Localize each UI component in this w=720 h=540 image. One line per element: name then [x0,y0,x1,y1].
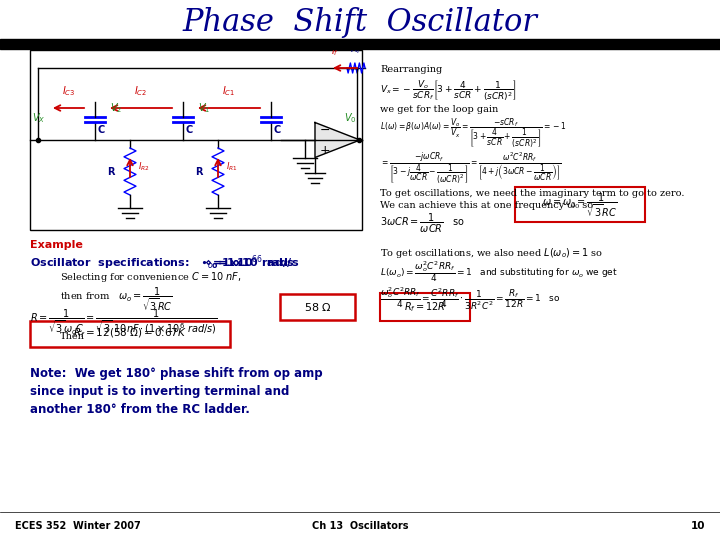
Text: C: C [185,125,192,135]
Text: $L(\omega_o) = \dfrac{\omega_o^2 C^2 R R_f}{4} = 1$   and substituting for $\ome: $L(\omega_o) = \dfrac{\omega_o^2 C^2 R R… [380,259,618,284]
Bar [380,293,470,321]
Text: $I_{C1}$: $I_{C1}$ [222,84,235,98]
Text: $R_f$: $R_f$ [350,42,362,56]
Text: $V_X$: $V_X$ [32,111,45,125]
Text: To get oscillations, we also need $L(\omega_o)=1$ so: To get oscillations, we also need $L(\om… [380,246,603,260]
Text: +: + [320,144,330,157]
Bar [280,294,355,320]
Text: $V_0$: $V_0$ [344,111,357,125]
Bar [0,39,720,49]
Bar [515,187,645,222]
Text: Phase  Shift  Oscillator: Phase Shift Oscillator [182,7,538,38]
Text: $R_f = 12R$: $R_f = 12R$ [404,300,446,314]
Text: ECES 352  Winter 2007: ECES 352 Winter 2007 [15,521,140,531]
Text: $I_{R2}$: $I_{R2}$ [138,161,150,173]
Text: $\dfrac{\omega_o^2 C^2 R R_f}{4} = \dfrac{C^2 R R_f}{4}\cdot\dfrac{1}{3R^2C^2} =: $\dfrac{\omega_o^2 C^2 R R_f}{4} = \dfra… [380,286,560,312]
Text: R: R [196,167,203,177]
Text: $V_x = -\dfrac{V_o}{sCR_f}\left[3+\dfrac{4}{sCR}+\dfrac{1}{(sCR)^2}\right]$: $V_x = -\dfrac{V_o}{sCR_f}\left[3+\dfrac… [380,78,517,103]
Bar [30,321,230,347]
Text: then from   $\omega_o = \dfrac{1}{\sqrt{3}RC}$: then from $\omega_o = \dfrac{1}{\sqrt{3}… [60,285,173,313]
Text: $I_{R1}$: $I_{R1}$ [226,161,238,173]
Bar [30,50,362,230]
Text: C: C [97,125,104,135]
Text: −: − [320,124,330,137]
Text: Then: Then [60,332,85,341]
Text: Rearranging: Rearranging [380,65,442,74]
Text: $58\ \Omega$: $58\ \Omega$ [304,301,331,313]
Text: $I_{C3}$: $I_{C3}$ [62,84,75,98]
Text: To get oscillations, we need the imaginary term to go to zero.
We can achieve th: To get oscillations, we need the imagina… [380,189,685,210]
Text: $L(\omega)=\beta(\omega)A(\omega)=\dfrac{V_o}{V_x}=\dfrac{-sCR_f}{\left[3+\dfrac: $L(\omega)=\beta(\omega)A(\omega)=\dfrac… [380,116,567,150]
Text: R: R [107,167,115,177]
Text: 10: 10 [690,521,705,531]
Text: $V_2$: $V_2$ [110,101,122,115]
Text: Note:  We get 180° phase shift from op amp
since input is to inverting terminal : Note: We get 180° phase shift from op am… [30,367,323,416]
Text: $V_1$: $V_1$ [198,101,210,115]
Text: $R = \dfrac{1}{\sqrt{3}\omega_o C} = \dfrac{1}{\sqrt{3}\ 10nF\cdot(1\times10^6\ : $R = \dfrac{1}{\sqrt{3}\omega_o C} = \df… [30,308,217,337]
Text: Oscillator  specifications:    $\mathbf{\diamond_o}$=1x10$^6$ rad/s: Oscillator specifications: $\mathbf{\dia… [30,254,300,272]
Text: C: C [273,125,280,135]
Text: Selecting for convenience $C = 10\ nF,$: Selecting for convenience $C = 10\ nF,$ [60,270,242,284]
Text: $\bullet_o$=1x10$^6$ rad/s: $\bullet_o$=1x10$^6$ rad/s [200,254,294,272]
Text: $3\omega CR = \dfrac{1}{\omega CR}$   so: $3\omega CR = \dfrac{1}{\omega CR}$ so [380,212,464,235]
Text: $I_f$: $I_f$ [331,44,339,58]
Text: $\omega = \omega_0 = \dfrac{1}{\sqrt{3}RC}$: $\omega = \omega_0 = \dfrac{1}{\sqrt{3}R… [542,191,618,219]
Text: Example: Example [30,240,83,251]
Polygon shape [315,123,360,158]
Text: we get for the loop gain: we get for the loop gain [380,105,498,114]
Text: $I_{C2}$: $I_{C2}$ [135,84,148,98]
Text: $=\dfrac{-j\omega CR_f}{\left[3-j\dfrac{4}{\omega CR}-\dfrac{1}{(\omega CR)^2}\r: $=\dfrac{-j\omega CR_f}{\left[3-j\dfrac{… [380,151,562,186]
Text: $R_f = 12(58\ \Omega) = 0.67K$: $R_f = 12(58\ \Omega) = 0.67K$ [73,327,187,341]
Text: Ch 13  Oscillators: Ch 13 Oscillators [312,521,408,531]
